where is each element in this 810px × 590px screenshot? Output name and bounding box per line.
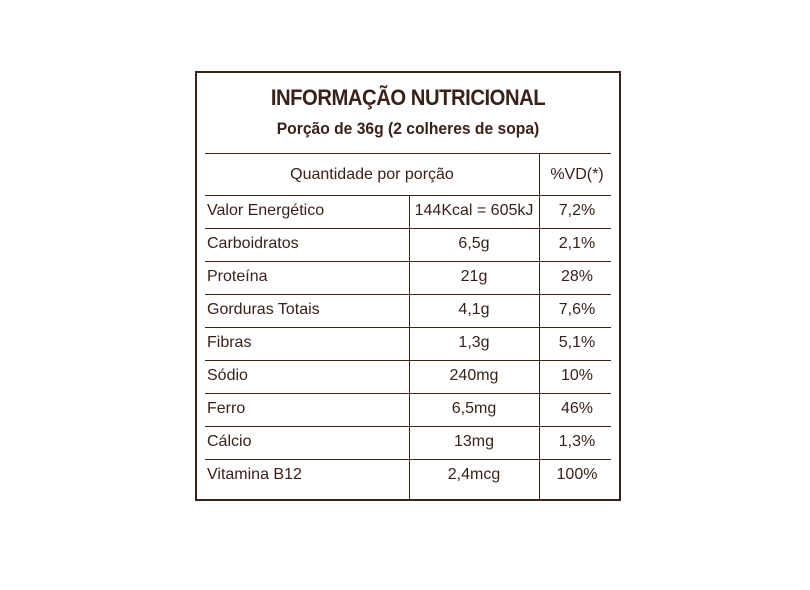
- row-divider: [205, 426, 611, 427]
- row-divider: [205, 195, 611, 196]
- header-daily-value: %VD(*): [550, 166, 604, 183]
- header-quantity-per-serving: Quantidade por porção: [290, 166, 454, 183]
- nutrient-amount: 240mg: [449, 367, 499, 384]
- row-divider: [205, 327, 611, 328]
- nutrient-daily-value: 7,6%: [558, 301, 596, 318]
- nutrient-daily-value: 2,1%: [558, 235, 596, 252]
- serving-size: Porção de 36g (2 colheres de sopa): [276, 119, 540, 138]
- nutrient-name: Ferro: [207, 400, 246, 417]
- nutrient-amount: 6,5g: [458, 235, 490, 252]
- nutrient-name: Gorduras Totais: [207, 301, 320, 318]
- nutrient-name: Valor Energético: [207, 202, 325, 219]
- row-divider: [205, 261, 611, 262]
- nutrient-amount: 6,5mg: [451, 400, 497, 417]
- nutrient-amount: 1,3g: [458, 334, 490, 351]
- nutrient-name: Cálcio: [207, 433, 252, 450]
- nutrition-facts-panel: INFORMAÇÃO NUTRICIONAL Porção de 36g (2 …: [195, 71, 621, 501]
- nutrient-amount: 4,1g: [458, 301, 490, 318]
- nutrient-name: Sódio: [207, 367, 248, 384]
- nutrient-daily-value: 5,1%: [558, 334, 596, 351]
- nutrient-name: Proteína: [207, 268, 268, 285]
- row-divider: [205, 393, 611, 394]
- nutrient-name: Fibras: [207, 334, 252, 351]
- nutrient-daily-value: 7,2%: [558, 202, 596, 219]
- row-divider: [205, 459, 611, 460]
- nutrient-daily-value: 1,3%: [558, 433, 596, 450]
- row-divider: [205, 228, 611, 229]
- label-title: INFORMAÇÃO NUTRICIONAL: [270, 85, 546, 110]
- nutrient-amount: 13mg: [453, 433, 495, 450]
- nutrient-daily-value: 46%: [560, 400, 594, 417]
- nutrient-name: Carboidratos: [207, 235, 299, 252]
- nutrient-amount: 144Kcal = 605kJ: [414, 202, 534, 219]
- nutrient-amount: 21g: [460, 268, 488, 285]
- nutrient-amount: 2,4mcg: [447, 466, 501, 483]
- column-divider-amount: [409, 195, 410, 501]
- row-divider: [205, 294, 611, 295]
- nutrient-daily-value: 28%: [560, 268, 594, 285]
- nutrient-name: Vitamina B12: [207, 466, 302, 483]
- nutrient-daily-value: 100%: [556, 466, 598, 483]
- row-divider: [205, 360, 611, 361]
- nutrient-daily-value: 10%: [560, 367, 594, 384]
- divider: [205, 153, 611, 154]
